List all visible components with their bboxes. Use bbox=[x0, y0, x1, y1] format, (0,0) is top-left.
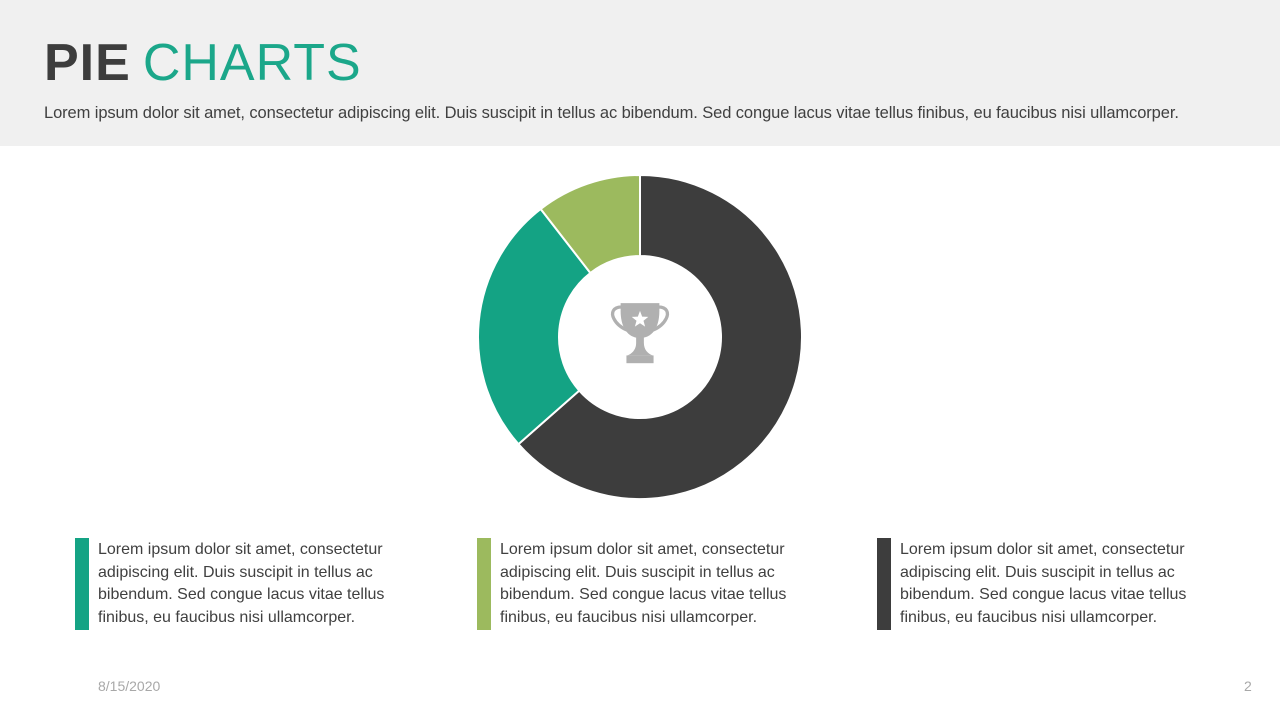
page-title-accent: CHARTS bbox=[142, 34, 362, 92]
block-text: Lorem ipsum dolor sit amet, consectetur … bbox=[500, 541, 787, 626]
footer-date: 8/15/2020 bbox=[98, 678, 161, 694]
slide-header: PIE CHARTS Lorem ipsum dolor sit amet, co… bbox=[0, 0, 1280, 146]
donut-chart-svg bbox=[477, 173, 803, 500]
page-title-primary: PIE bbox=[44, 34, 131, 92]
page-subtitle: Lorem ipsum dolor sit amet, consectetur … bbox=[44, 104, 1179, 122]
text-block: Lorem ipsum dolor sit amet, consectetur … bbox=[75, 538, 407, 630]
accent-bar bbox=[877, 538, 891, 630]
trophy-icon bbox=[610, 303, 670, 364]
block-text: Lorem ipsum dolor sit amet, consectetur … bbox=[900, 541, 1187, 626]
donut-chart bbox=[475, 172, 805, 502]
text-block: Lorem ipsum dolor sit amet, consectetur … bbox=[877, 538, 1209, 630]
accent-bar bbox=[75, 538, 89, 630]
page-title: PIE CHARTS bbox=[44, 34, 362, 92]
text-blocks-row: Lorem ipsum dolor sit amet, consectetur … bbox=[0, 538, 1280, 638]
segment-teal bbox=[477, 207, 592, 446]
accent-bar bbox=[477, 538, 491, 630]
segment-green bbox=[539, 173, 641, 275]
block-text: Lorem ipsum dolor sit amet, consectetur … bbox=[98, 541, 385, 626]
page-number: 2 bbox=[1244, 678, 1252, 694]
text-block: Lorem ipsum dolor sit amet, consectetur … bbox=[477, 538, 809, 630]
segment-dark bbox=[517, 173, 803, 500]
